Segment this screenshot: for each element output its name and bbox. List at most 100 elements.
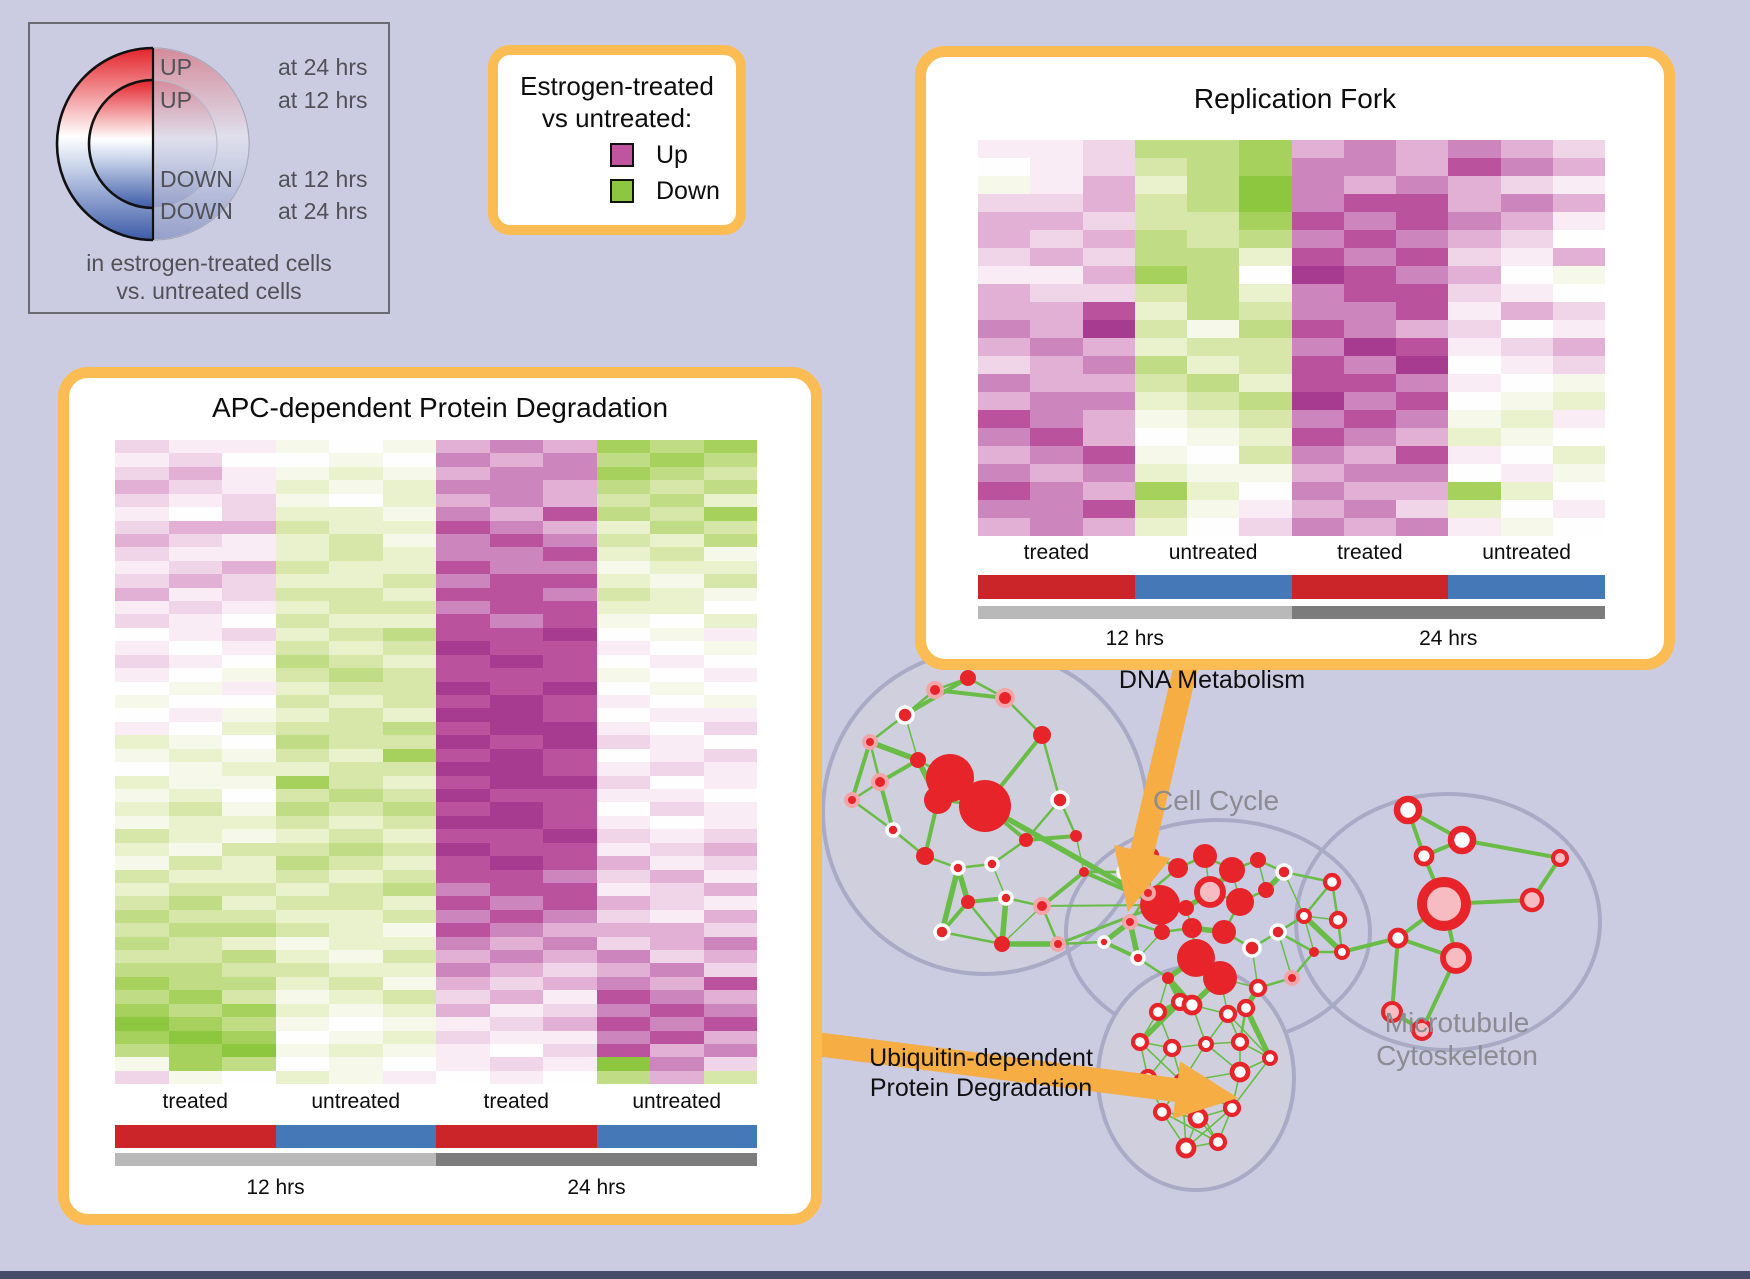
heatmap-cell <box>1552 482 1605 500</box>
heatmap-cell <box>222 507 276 521</box>
heatmap-cell <box>168 1003 222 1018</box>
panel-to-cluster-arrow-2 <box>798 1030 1238 1119</box>
heatmap-row <box>115 775 757 789</box>
heatmap-row <box>978 482 1605 500</box>
heatmap-cell <box>222 668 276 682</box>
heatmap-cell <box>1500 320 1553 338</box>
heatmap-cell <box>115 896 169 910</box>
heatmap-cell <box>1082 212 1135 230</box>
heatmap-cell <box>1500 302 1553 320</box>
heatmap-cell <box>329 480 383 494</box>
rf-condition-bars <box>978 575 1605 599</box>
heatmap-cell <box>1082 302 1135 320</box>
heatmap-cell <box>1448 392 1501 410</box>
heatmap-cell <box>1448 284 1501 302</box>
network-edge <box>1075 835 1085 873</box>
network-node <box>1148 1002 1168 1022</box>
legend-caption-2: vs. untreated cells <box>116 278 302 304</box>
heatmap-cell <box>1396 302 1449 320</box>
network-node <box>1070 830 1082 842</box>
heatmap-cell <box>329 829 383 843</box>
heatmap-cell <box>382 493 436 508</box>
heatmap-cell <box>329 668 383 682</box>
heatmap-cell <box>275 614 329 628</box>
heatmap-cell <box>978 140 1031 158</box>
heatmap-cell <box>1552 338 1605 356</box>
heatmap-cell <box>115 1070 169 1085</box>
heatmap-cell <box>543 681 597 696</box>
heatmap-cell <box>222 440 276 454</box>
heatmap-cell <box>489 654 543 669</box>
heatmap-cell <box>168 936 222 951</box>
heatmap-cell <box>703 762 757 776</box>
heatmap-cell <box>382 1017 436 1031</box>
heatmap-cell <box>596 520 650 534</box>
heatmap-cell <box>275 896 329 910</box>
heatmap-cell <box>978 248 1031 266</box>
heatmap-cell <box>115 923 169 937</box>
heatmap-cell <box>703 668 757 682</box>
network-edge <box>1040 734 1062 801</box>
network-node <box>933 923 951 941</box>
heatmap-cell <box>489 560 543 575</box>
heatmap-cell <box>222 627 276 642</box>
heatmap-cell <box>115 990 169 1004</box>
heatmap-cell <box>703 453 757 467</box>
heatmap-cell <box>1082 356 1135 374</box>
heatmap-cell <box>275 1003 329 1018</box>
rf-treated-bar-24 <box>1291 575 1449 599</box>
heatmap-cell <box>489 574 543 588</box>
heatmap-cell <box>275 681 329 696</box>
heatmap-cell <box>1291 284 1344 302</box>
network-node <box>1019 833 1033 847</box>
heatmap-cell <box>436 990 490 1004</box>
heatmap-cell <box>489 869 543 883</box>
heatmap-cell <box>222 748 276 763</box>
heatmap-cell <box>275 520 329 534</box>
up-swatch <box>610 143 634 167</box>
heatmap-cell <box>543 466 597 481</box>
heatmap-row <box>115 547 757 561</box>
heatmap-cell <box>168 762 222 776</box>
heatmap-cell <box>489 533 543 548</box>
heatmap-row <box>978 176 1605 194</box>
heatmap-row <box>115 493 757 508</box>
heatmap-cell <box>382 896 436 910</box>
heatmap-cell <box>115 882 169 897</box>
apc-untreated-bar-12 <box>275 1125 436 1148</box>
heatmap-cell <box>1552 248 1605 266</box>
heatmap-cell <box>596 950 650 964</box>
heatmap-cell <box>543 480 597 494</box>
heatmap-row <box>978 230 1605 248</box>
heatmap-cell <box>543 1030 597 1044</box>
heatmap-cell <box>329 1017 383 1031</box>
heatmap-cell <box>329 466 383 481</box>
heatmap-cell <box>115 641 169 655</box>
heatmap-cell <box>329 788 383 803</box>
heatmap-cell <box>382 775 436 789</box>
heatmap-cell <box>1239 302 1292 320</box>
heatmap-cell <box>275 882 329 897</box>
heatmap-cell <box>1134 176 1187 194</box>
network-node <box>895 705 915 725</box>
heatmap-cell <box>436 453 490 467</box>
heatmap-cell <box>703 788 757 803</box>
heatmap-cell <box>1082 194 1135 212</box>
heatmap-cell <box>115 788 169 803</box>
heatmap-cell <box>168 453 222 467</box>
heatmap-cell <box>489 842 543 857</box>
heatmap-cell <box>703 882 757 897</box>
heatmap-cell <box>222 735 276 749</box>
heatmap-cell <box>650 842 704 857</box>
network-node <box>959 780 1011 832</box>
heatmap-cell <box>703 1043 757 1058</box>
heatmap-cell <box>1500 428 1553 446</box>
heatmap-cell <box>115 748 169 763</box>
heatmap-cell <box>329 1030 383 1044</box>
heatmap-cell <box>1187 248 1240 266</box>
network-node <box>984 856 1000 872</box>
heatmap-cell <box>168 815 222 830</box>
heatmap-cell <box>329 762 383 776</box>
heatmap-cell <box>436 976 490 991</box>
network-node <box>924 786 952 814</box>
